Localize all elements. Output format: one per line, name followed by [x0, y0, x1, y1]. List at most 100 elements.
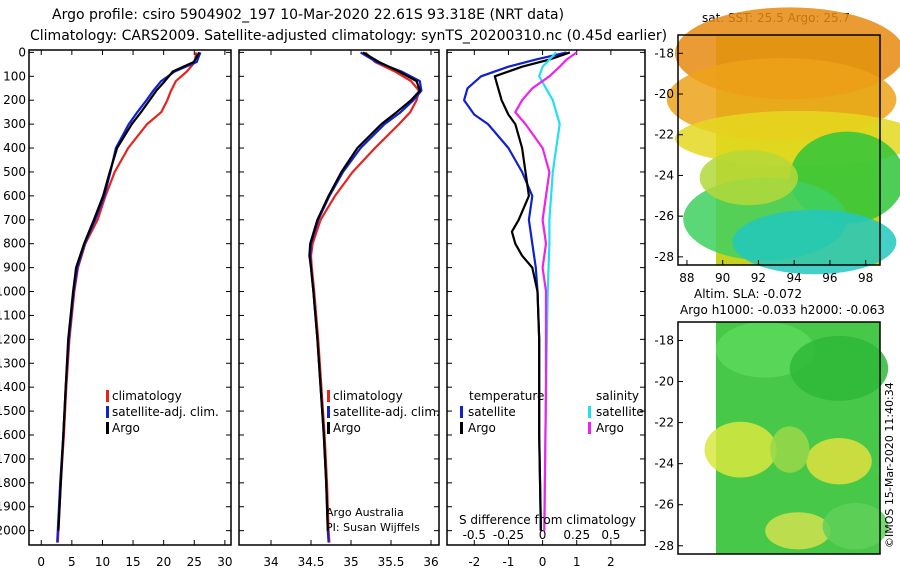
legend-swatch-argo: [106, 422, 109, 434]
depth-tick-label: 400: [3, 141, 26, 155]
salinity-legend: climatology satellite-adj. clim. Argo Ar…: [326, 389, 440, 534]
sst-map-image: -18 -20 -22 -24 -26 -28 88 90 92 94 96 98: [654, 7, 900, 285]
x-tick-label: 5: [68, 555, 76, 569]
difference-xlabel: S difference from climatology: [459, 513, 636, 527]
map-color-patch: [806, 438, 872, 485]
depth-tick-label: 1200: [0, 332, 26, 346]
map-color-patch: [716, 322, 815, 378]
depth-tick-label: 700: [3, 213, 26, 227]
depth-tick-label: 800: [3, 237, 26, 251]
map-y-tick-label: -26: [654, 498, 674, 512]
difference-panel-frame: [446, 49, 646, 546]
series-line-argo: [57, 51, 201, 531]
depth-tick-label: 300: [3, 117, 26, 131]
x-tick-label: 2: [607, 555, 615, 569]
series-line-climatology: [309, 51, 421, 543]
legend-label-temp-satellite: satellite: [468, 405, 516, 419]
difference-legend: temperature satellite Argo salinity sate…: [459, 389, 644, 527]
x-tick-label: 0: [539, 555, 547, 569]
legend-swatch-climatology: [327, 390, 330, 402]
legend-swatch-temp-satellite: [460, 406, 463, 418]
legend-swatch-satellite: [106, 406, 109, 418]
x-tick-label: 10: [95, 555, 110, 569]
map-y-tick-label: -22: [654, 416, 674, 430]
legend-label-satellite: satellite-adj. clim.: [112, 405, 219, 419]
x-tick-label: 0: [37, 555, 45, 569]
legend-label-temp-argo: Argo: [468, 421, 496, 435]
map-x-tick-label: 90: [715, 271, 730, 285]
legend-label-sal-satellite: satellite: [596, 405, 644, 419]
title-line-1: Argo profile: csiro 5904902_197 10-Mar-2…: [52, 7, 565, 23]
axis-ticks-group: 0100200300400500600700800900100011001200…: [0, 45, 645, 569]
legend-label-sal-argo: Argo: [596, 421, 624, 435]
depth-tick-label: 900: [3, 261, 26, 275]
legend-label-satellite: satellite-adj. clim.: [333, 405, 440, 419]
map-y-tick-label: -20: [654, 375, 674, 389]
x-tick-label: 20: [156, 555, 171, 569]
x-tick-label: 15: [125, 555, 140, 569]
depth-tick-label: 1800: [0, 476, 26, 490]
legend-label-argo: Argo: [112, 421, 140, 435]
depth-tick-label: 0: [18, 45, 26, 59]
sla-map-image: -18 -20 -22 -24 -26 -28: [654, 322, 889, 554]
series-line-argo: [308, 51, 421, 531]
title-line-2: Climatology: CARS2009. Satellite-adjuste…: [30, 28, 668, 44]
x-tick2-label: -0.25: [493, 528, 524, 542]
x-tick-label: 35: [343, 555, 358, 569]
x-tick-label: 35.5: [378, 555, 405, 569]
map-x-tick-label: 94: [787, 271, 802, 285]
sla-map-title-2: Argo h1000: -0.033 h2000: -0.063: [680, 303, 885, 317]
legend-heading-temperature: temperature: [469, 389, 544, 403]
sla-map-frame: [677, 321, 881, 555]
depth-tick-label: 600: [3, 189, 26, 203]
x-tick-label: 34: [263, 555, 278, 569]
credit-line-2: PI: Susan Wijffels: [326, 521, 420, 534]
sst-map-frame: [677, 34, 881, 266]
series-line-temperature-argo: [493, 51, 571, 531]
legend-label-argo: Argo: [333, 421, 361, 435]
depth-tick-label: 500: [3, 165, 26, 179]
series-line-salinity-argo: [514, 51, 578, 531]
depth-tick-label: 100: [3, 69, 26, 83]
x-tick2-label: -0.5: [463, 528, 486, 542]
x-tick-label: 30: [217, 555, 232, 569]
legend-swatch-temp-argo: [460, 422, 463, 434]
depth-tick-label: 2000: [0, 524, 26, 538]
legend-swatch-sal-argo: [588, 422, 591, 434]
x-tick-label: 25: [187, 555, 202, 569]
legend-heading-salinity: salinity: [596, 389, 639, 403]
series-line-salinity-satellite: [538, 51, 561, 531]
map-color-patch: [770, 426, 810, 473]
legend-swatch-sal-satellite: [588, 406, 591, 418]
sla-map-title-1: Altim. SLA: -0.072: [694, 287, 802, 301]
x-tick-label: 36: [423, 555, 438, 569]
profile-lines-group: [56, 51, 578, 543]
depth-tick-label: 1700: [0, 452, 26, 466]
legend-swatch-satellite: [327, 406, 330, 418]
map-x-tick-label: 88: [679, 271, 694, 285]
temperature-panel-frame: [28, 49, 232, 546]
temperature-legend: climatology satellite-adj. clim. Argo: [106, 389, 219, 435]
x-tick2-label: 0: [539, 528, 547, 542]
depth-tick-label: 1300: [0, 356, 26, 370]
x-tick-label: 34.5: [298, 555, 325, 569]
map-y-tick-label: -28: [654, 539, 674, 553]
legend-label-climatology: climatology: [333, 389, 403, 403]
legend-swatch-argo: [327, 422, 330, 434]
map-y-tick-label: -22: [654, 128, 674, 142]
map-y-tick-label: -26: [654, 209, 674, 223]
depth-tick-label: 200: [3, 93, 26, 107]
salinity-panel-frame: [238, 49, 440, 546]
depth-tick-label: 1000: [0, 285, 26, 299]
depth-tick-label: 1900: [0, 500, 26, 514]
depth-tick-label: 1400: [0, 380, 26, 394]
credit-line-1: Argo Australia: [326, 506, 404, 519]
map-color-patch: [822, 502, 889, 550]
series-line-satellite-adj-clim-: [56, 52, 202, 543]
x-tick-label: -2: [468, 555, 480, 569]
depth-tick-label: 1500: [0, 404, 26, 418]
map-color-patch: [765, 512, 831, 550]
x-tick-label: 1: [573, 555, 581, 569]
map-color-patch: [789, 335, 889, 401]
map-y-tick-label: -24: [654, 457, 674, 471]
